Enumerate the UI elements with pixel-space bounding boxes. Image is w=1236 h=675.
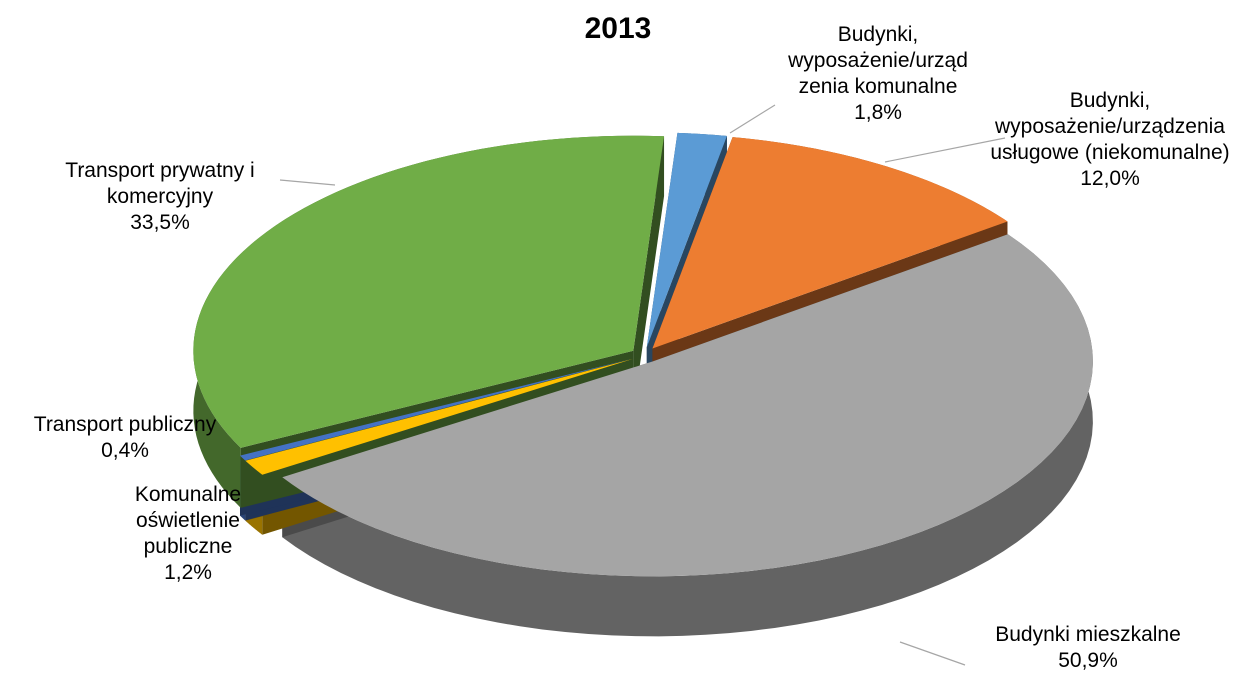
data-label: Budynki mieszkalne [995, 623, 1181, 646]
data-label-value: 12,0% [1080, 167, 1140, 190]
slice [193, 135, 665, 448]
slice [239, 358, 633, 461]
data-label: Transport prywatny i komercyjny [65, 159, 255, 208]
data-label: Budynki, wyposażenie/urządzenia usługowe… [990, 89, 1230, 164]
chart-title: 2013 [584, 12, 652, 45]
slice-face [633, 136, 665, 411]
data-label-value: 1,8% [854, 101, 902, 124]
slice [245, 358, 633, 475]
slice [652, 137, 1008, 349]
slice [282, 234, 1093, 577]
data-label-value: 1,2% [164, 561, 212, 584]
data-label-value: 33,5% [130, 211, 190, 234]
leader-line [899, 641, 966, 666]
leader-line [279, 179, 336, 186]
data-label-value: 0,4% [101, 439, 149, 462]
data-label: Budynki, wyposażenie/urządzenia komunaln… [788, 23, 968, 98]
data-label: Komunalne oświetlenie publiczne [134, 483, 242, 558]
slice [646, 132, 727, 348]
leader-line [729, 104, 776, 134]
data-label: Transport publiczny [33, 413, 217, 436]
leader-line [884, 137, 1006, 163]
data-label-value: 50,9% [1058, 649, 1118, 672]
